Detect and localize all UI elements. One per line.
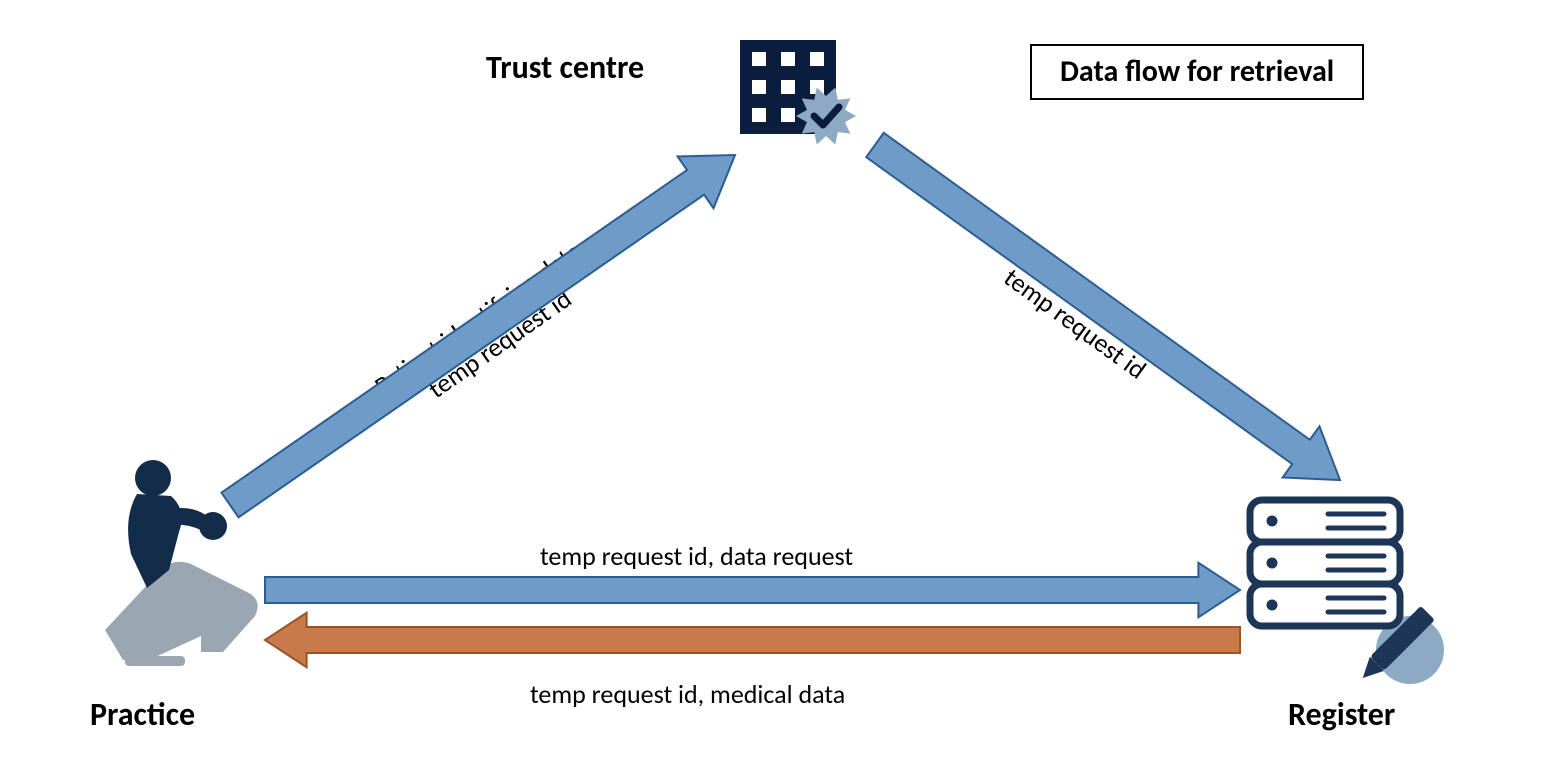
edge-label-practice-to-trust: Patient identifying data, temp request i…	[368, 231, 612, 429]
trust-centre-icon	[740, 40, 856, 145]
register-icon	[1250, 500, 1444, 685]
svg-overlay	[0, 0, 1550, 780]
title-text: Data flow for retrieval	[1060, 53, 1334, 90]
practice-label: Practice	[90, 695, 195, 734]
practice-icon	[105, 460, 258, 666]
title-box: Data flow for retrieval	[1030, 44, 1364, 100]
diagram-stage: Data flow for retrieval Trust centre Pra…	[0, 0, 1550, 780]
edge-label-register-to-practice: temp request id, medical data	[530, 678, 845, 710]
register-label: Register	[1288, 695, 1395, 734]
edge-label-trust-to-register: Permanent patient pseudo, temp request i…	[950, 199, 1221, 421]
arrow-register-to-practice	[265, 613, 1240, 668]
trust-centre-label: Trust centre	[486, 48, 644, 87]
edge-label-practice-to-register: temp request id, data request	[540, 540, 853, 572]
